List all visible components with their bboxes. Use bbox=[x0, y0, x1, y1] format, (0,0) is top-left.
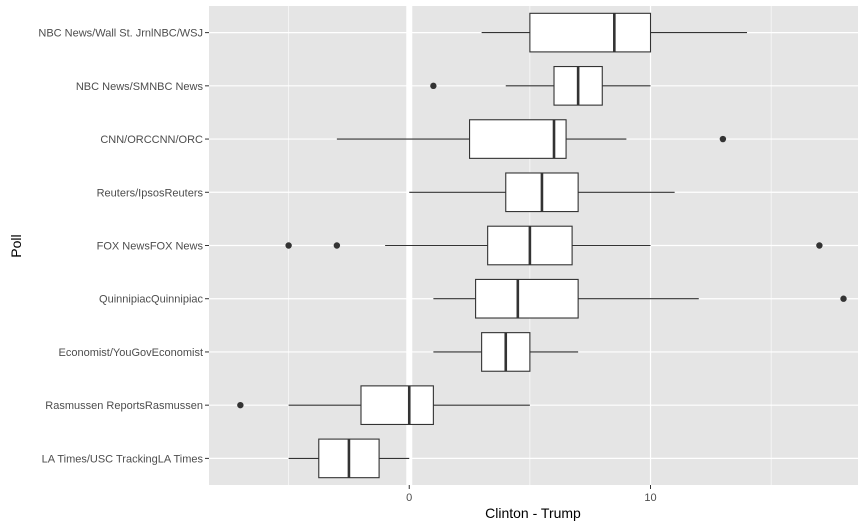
iqr-box bbox=[529, 12, 652, 53]
box-1 bbox=[430, 65, 651, 106]
iqr-box bbox=[475, 278, 579, 319]
x-axis: 0 10 bbox=[406, 485, 657, 504]
box-3 bbox=[409, 172, 675, 213]
box-6 bbox=[433, 332, 579, 372]
y-tick-label: NBC News/Wall St. JrnlNBC/WSJ bbox=[38, 28, 203, 40]
box-2 bbox=[336, 119, 727, 159]
y-tick-label: CNN/ORCCNN/ORC bbox=[100, 134, 203, 146]
y-axis-title: Poll bbox=[8, 234, 24, 257]
outlier-point bbox=[285, 242, 292, 249]
y-tick-label: FOX NewsFOX News bbox=[97, 241, 204, 253]
box-4 bbox=[285, 225, 823, 266]
iqr-box bbox=[469, 119, 567, 159]
box-5 bbox=[433, 278, 847, 319]
x-tick-label: 10 bbox=[644, 492, 656, 504]
box-7 bbox=[237, 385, 530, 426]
outlier-point bbox=[816, 242, 823, 249]
y-tick-label: Rasmussen ReportsRasmussen bbox=[45, 400, 203, 412]
outlier-point bbox=[719, 135, 727, 143]
box-8 bbox=[288, 438, 410, 479]
outlier-point bbox=[237, 401, 244, 409]
outlier-point bbox=[840, 295, 847, 302]
y-axis: NBC News/Wall St. JrnlNBC/WSJ NBC News/SM… bbox=[38, 28, 209, 465]
y-tick-label: Economist/YouGovEconomist bbox=[59, 347, 204, 359]
box-layer bbox=[237, 12, 847, 479]
y-tick-label: NBC News/SMNBC News bbox=[76, 81, 204, 93]
y-tick-label: QuinnipiacQuinnipiac bbox=[99, 294, 203, 306]
box-0 bbox=[481, 12, 748, 53]
iqr-box bbox=[360, 385, 434, 426]
x-axis-title: Clinton - Trump bbox=[485, 505, 581, 521]
outlier-point bbox=[333, 242, 341, 249]
y-tick-label: Reuters/IpsosReuters bbox=[97, 187, 204, 199]
y-tick-label: LA Times/USC TrackingLA Times bbox=[42, 453, 204, 465]
x-tick-label: 0 bbox=[406, 492, 412, 504]
outlier-point bbox=[430, 82, 437, 90]
